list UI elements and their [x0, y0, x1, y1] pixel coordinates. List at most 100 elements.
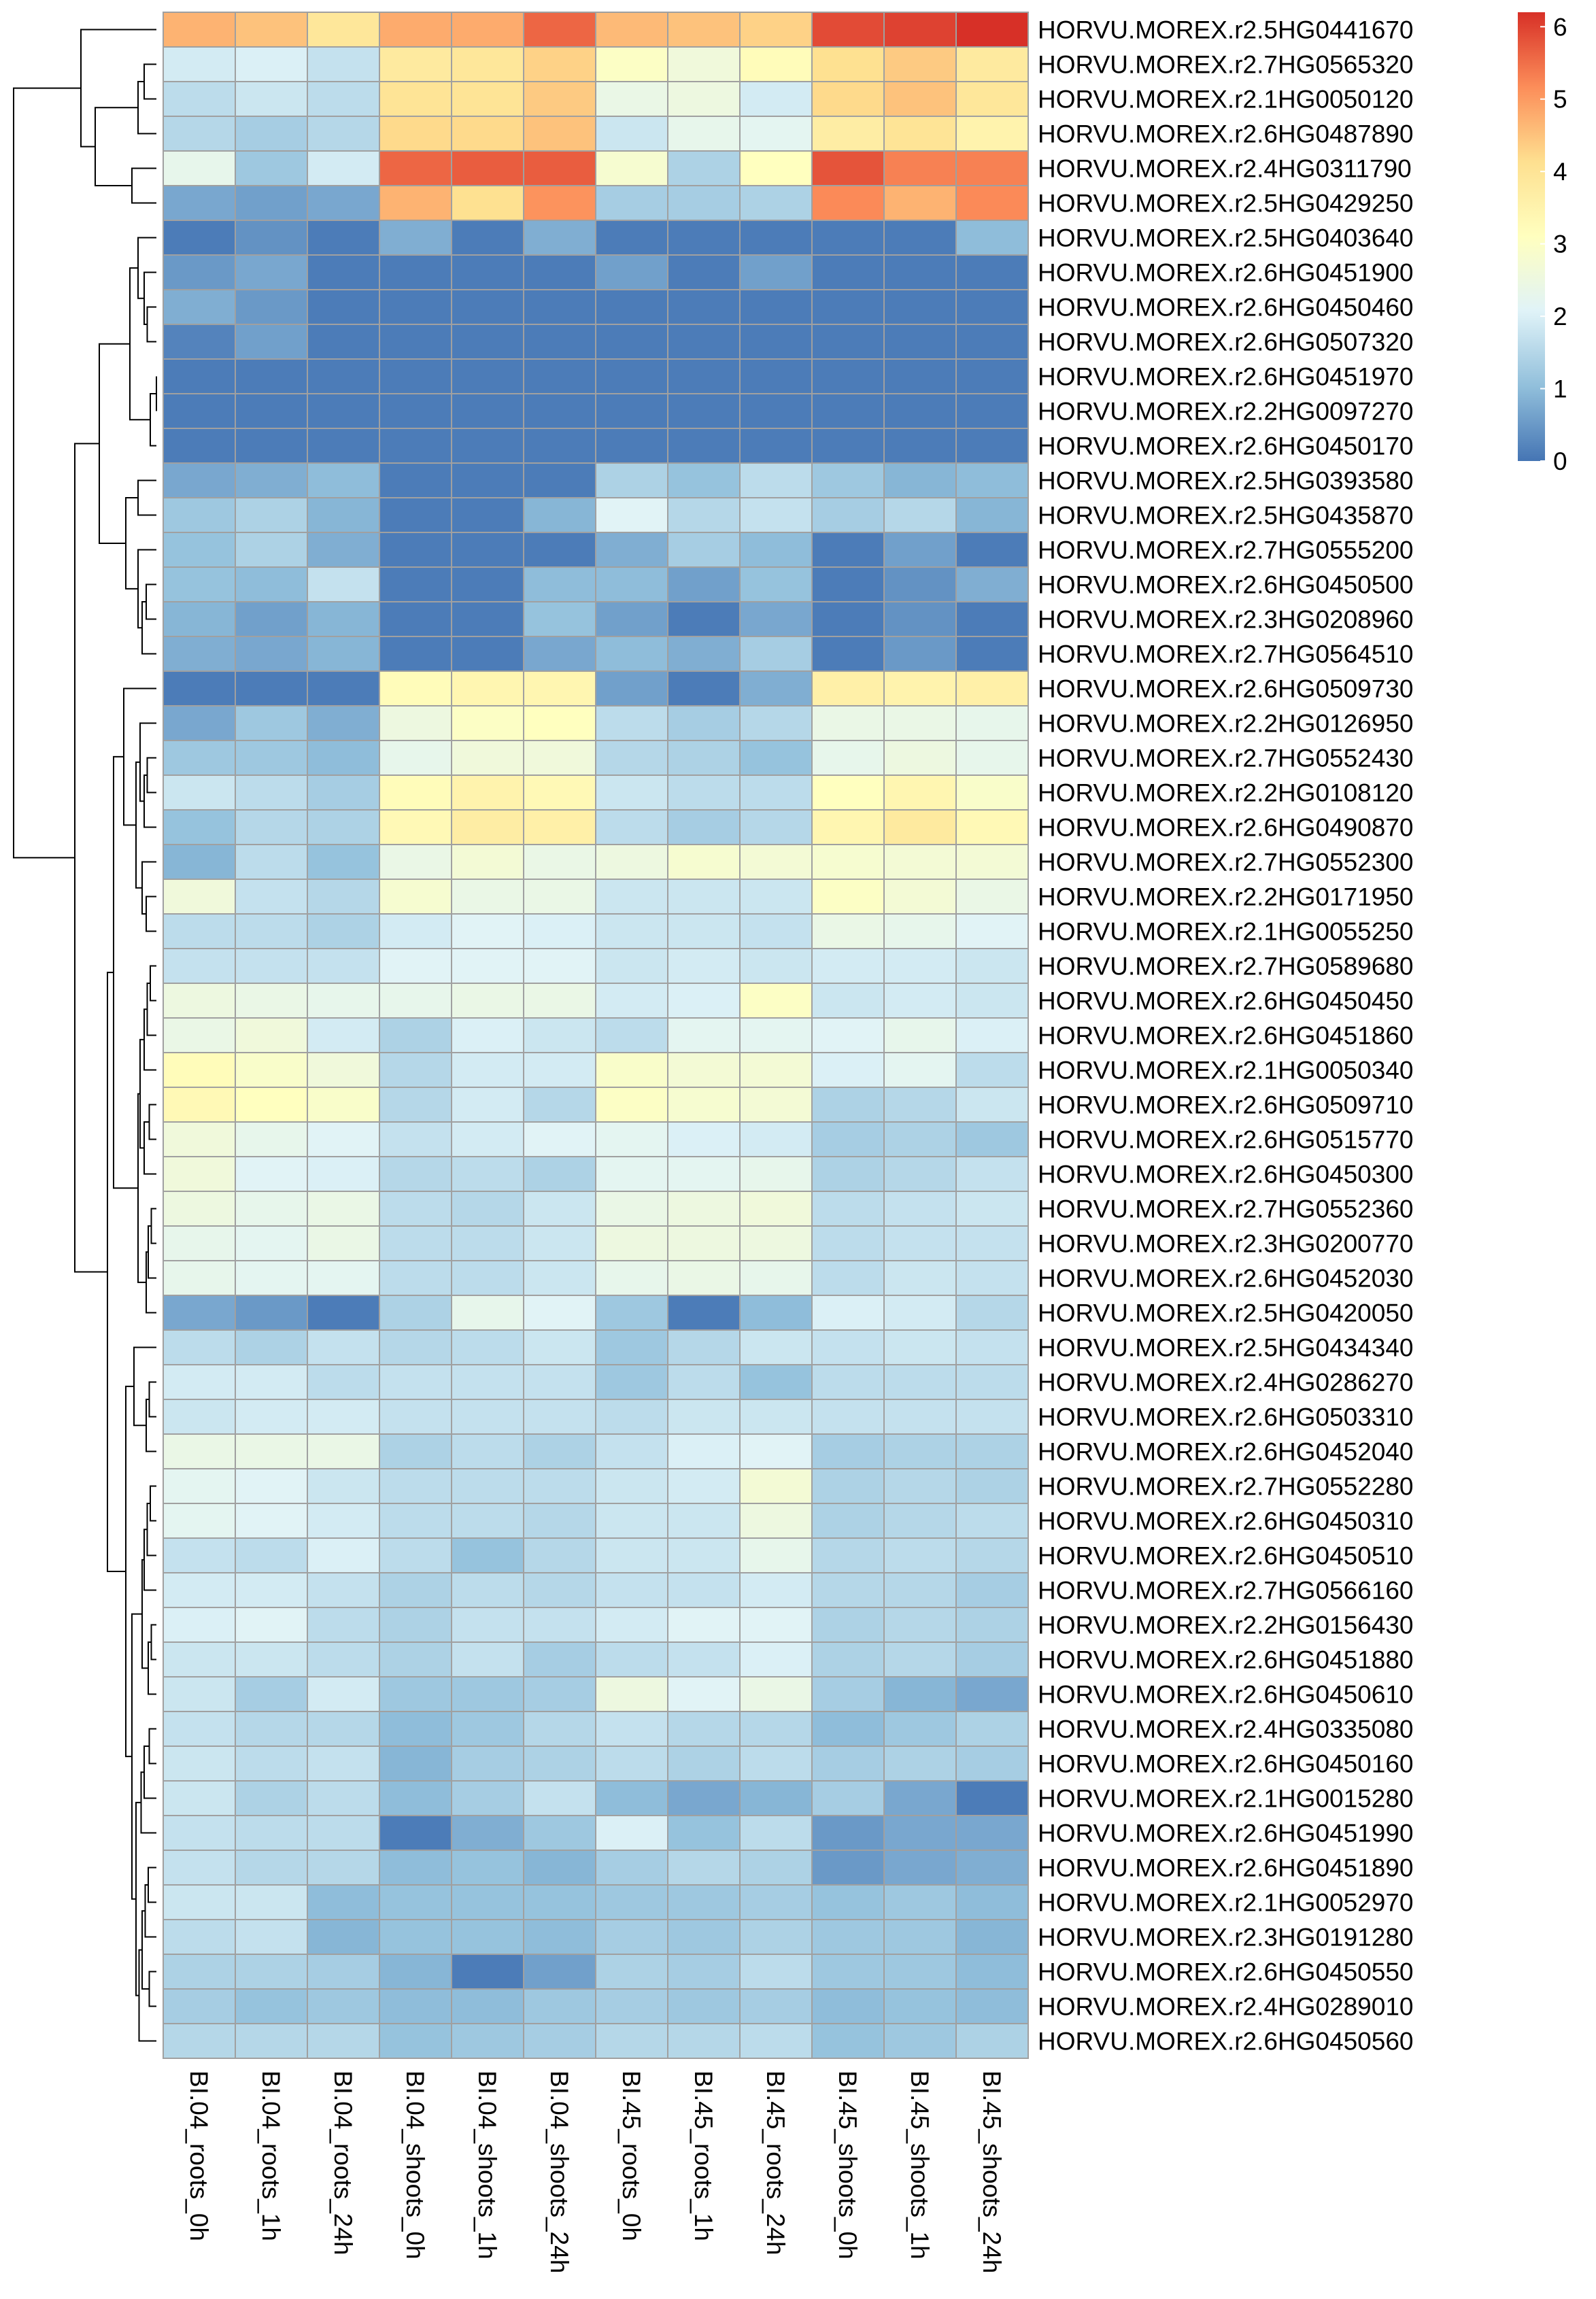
heatmap-cell [163, 358, 236, 394]
heatmap-cell [739, 1017, 813, 1053]
heatmap-cell [955, 428, 1029, 464]
heatmap-cell [811, 1815, 885, 1851]
heatmap-cell [379, 1884, 452, 1920]
heatmap-cell [883, 185, 957, 221]
heatmap-cell [379, 1364, 452, 1400]
dendrogram-branch [150, 393, 156, 447]
heatmap-cell [523, 1017, 596, 1053]
heatmap-cell [307, 428, 380, 464]
heatmap-cell [667, 983, 741, 1019]
heatmap-cell [739, 1850, 813, 1886]
heatmap-cell [379, 1988, 452, 2024]
heatmap-cell [163, 1121, 236, 1157]
heatmap-cell [667, 150, 741, 186]
heatmap-cell [451, 948, 524, 984]
heatmap-cell [883, 1988, 957, 2024]
legend-colorbar [1518, 12, 1545, 461]
heatmap-cell [811, 1780, 885, 1816]
heatmap-cell [235, 1711, 308, 1747]
legend-tick-label: 2 [1553, 303, 1567, 330]
heatmap-cell [163, 1156, 236, 1192]
heatmap-cell [667, 46, 741, 82]
heatmap-cell [595, 2023, 668, 2059]
heatmap-cell [595, 1191, 668, 1227]
heatmap-cell [307, 1364, 380, 1400]
heatmap-cell [739, 1503, 813, 1539]
heatmap-cell [811, 254, 885, 290]
heatmap-cell [811, 1364, 885, 1400]
dendrogram-branch [125, 1385, 134, 1758]
heatmap-cell [523, 1087, 596, 1123]
heatmap-cell [379, 116, 452, 152]
heatmap-cell [523, 705, 596, 741]
heatmap-cell [235, 948, 308, 984]
heatmap-cell [811, 185, 885, 221]
dendrogram-branch [146, 983, 156, 1036]
dendrogram-branch [141, 601, 156, 655]
row-label: HORVU.MOREX.r2.5HG0420050 [1038, 1299, 1414, 1327]
legend-tick-label: 3 [1553, 231, 1567, 258]
heatmap-cell [379, 1329, 452, 1365]
heatmap-cell [307, 1017, 380, 1053]
heatmap-cell [451, 1954, 524, 1990]
heatmap-cell [955, 1468, 1029, 1504]
heatmap-cell [307, 1850, 380, 1886]
heatmap-cell [955, 913, 1029, 949]
heatmap-cell [451, 289, 524, 325]
row-dendrogram [13, 29, 157, 2042]
heatmap-cell [955, 1919, 1029, 1955]
heatmap-cell [451, 1641, 524, 1678]
heatmap-cell [379, 1295, 452, 1331]
heatmap-cell [595, 1364, 668, 1400]
heatmap-cell [307, 1919, 380, 1955]
heatmap-cell [235, 1954, 308, 1990]
heatmap-cell [379, 1017, 452, 1053]
heatmap-cell [379, 1919, 452, 1955]
heatmap-cell [667, 12, 741, 48]
heatmap-cell [163, 670, 236, 706]
heatmap-cell [307, 220, 380, 256]
row-label: HORVU.MOREX.r2.7HG0564510 [1038, 641, 1414, 668]
dendrogram-branch [143, 1008, 156, 1071]
heatmap-cell [883, 116, 957, 152]
heatmap-cell [235, 1537, 308, 1573]
heatmap-cell [595, 1954, 668, 1990]
heatmap-cell [235, 1919, 308, 1955]
heatmap-cell [595, 913, 668, 949]
heatmap-cell [451, 1884, 524, 1920]
heatmap-cell [235, 1503, 308, 1539]
row-label: HORVU.MOREX.r2.6HG0450610 [1038, 1681, 1414, 1709]
heatmap-cell [811, 1260, 885, 1296]
row-label: HORVU.MOREX.r2.7HG0589680 [1038, 953, 1414, 981]
heatmap-cell [955, 254, 1029, 290]
dendrogram-branch [80, 29, 156, 148]
heatmap-cell [955, 1850, 1029, 1886]
heatmap-cell [523, 220, 596, 256]
dendrogram-branch [150, 965, 156, 1002]
dendrogram-branch [146, 1503, 156, 1556]
heatmap-cell [955, 289, 1029, 325]
heatmap-cell [955, 774, 1029, 811]
heatmap-cell [955, 636, 1029, 672]
heatmap-cell [811, 1295, 885, 1331]
heatmap-cell [379, 185, 452, 221]
heatmap-cell [595, 1745, 668, 1782]
heatmap-cell [307, 1711, 380, 1747]
heatmap-cell [163, 1191, 236, 1227]
heatmap-cell [451, 1780, 524, 1816]
heatmap-cell [163, 1433, 236, 1469]
heatmap-cell [667, 1607, 741, 1643]
heatmap-cell [163, 81, 236, 117]
heatmap-cell [235, 1641, 308, 1678]
heatmap-cell [451, 393, 524, 429]
heatmap-cell [451, 462, 524, 498]
heatmap-cell [739, 1815, 813, 1851]
heatmap-cell [667, 324, 741, 360]
heatmap-cell [379, 150, 452, 186]
dendrogram-branch [137, 237, 156, 299]
heatmap-cell [163, 220, 236, 256]
heatmap-cell [811, 428, 885, 464]
heatmap-cell [451, 1329, 524, 1365]
heatmap-cell [667, 358, 741, 394]
heatmap-cell [811, 913, 885, 949]
